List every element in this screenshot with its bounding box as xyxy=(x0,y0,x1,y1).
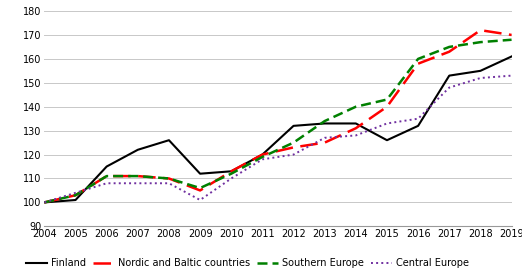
Nordic and Baltic countries xyxy=(197,189,203,192)
Central Europe xyxy=(166,182,172,185)
Central Europe xyxy=(508,74,515,77)
Southern Europe xyxy=(135,174,141,178)
Finland xyxy=(103,165,110,168)
Finland xyxy=(41,201,48,204)
Nordic and Baltic countries xyxy=(228,170,234,173)
Finland xyxy=(353,122,359,125)
Finland xyxy=(290,124,296,128)
Southern Europe xyxy=(73,193,79,197)
Southern Europe xyxy=(259,155,266,159)
Nordic and Baltic countries xyxy=(41,201,48,204)
Finland xyxy=(197,172,203,175)
Southern Europe xyxy=(415,57,421,60)
Finland xyxy=(415,124,421,128)
Southern Europe xyxy=(197,186,203,190)
Finland xyxy=(259,153,266,156)
Nordic and Baltic countries xyxy=(259,153,266,156)
Nordic and Baltic countries xyxy=(166,177,172,180)
Line: Central Europe: Central Europe xyxy=(44,76,512,202)
Nordic and Baltic countries xyxy=(73,193,79,197)
Nordic and Baltic countries xyxy=(415,62,421,65)
Central Europe xyxy=(446,86,453,89)
Southern Europe xyxy=(166,177,172,180)
Southern Europe xyxy=(477,41,483,44)
Central Europe xyxy=(197,198,203,202)
Finland xyxy=(446,74,453,77)
Central Europe xyxy=(322,136,328,139)
Nordic and Baltic countries xyxy=(135,174,141,178)
Finland xyxy=(135,148,141,152)
Central Europe xyxy=(384,122,390,125)
Nordic and Baltic countries xyxy=(322,141,328,144)
Southern Europe xyxy=(353,105,359,108)
Southern Europe xyxy=(103,174,110,178)
Nordic and Baltic countries xyxy=(477,28,483,32)
Legend: Finland, Nordic and Baltic countries, Southern Europe, Central Europe: Finland, Nordic and Baltic countries, So… xyxy=(26,258,469,268)
Finland xyxy=(508,55,515,58)
Southern Europe xyxy=(384,98,390,101)
Line: Finland: Finland xyxy=(44,57,512,202)
Central Europe xyxy=(228,177,234,180)
Line: Nordic and Baltic countries: Nordic and Baltic countries xyxy=(44,30,512,202)
Finland xyxy=(384,139,390,142)
Finland xyxy=(322,122,328,125)
Central Europe xyxy=(477,76,483,80)
Finland xyxy=(228,170,234,173)
Finland xyxy=(73,198,79,202)
Southern Europe xyxy=(508,38,515,41)
Nordic and Baltic countries xyxy=(446,50,453,53)
Southern Europe xyxy=(290,141,296,144)
Central Europe xyxy=(41,201,48,204)
Finland xyxy=(477,69,483,73)
Southern Europe xyxy=(228,172,234,175)
Central Europe xyxy=(135,182,141,185)
Central Europe xyxy=(290,153,296,156)
Central Europe xyxy=(259,158,266,161)
Central Europe xyxy=(415,117,421,120)
Southern Europe xyxy=(41,201,48,204)
Nordic and Baltic countries xyxy=(353,127,359,130)
Central Europe xyxy=(103,182,110,185)
Nordic and Baltic countries xyxy=(290,146,296,149)
Nordic and Baltic countries xyxy=(384,105,390,108)
Central Europe xyxy=(73,191,79,195)
Nordic and Baltic countries xyxy=(103,174,110,178)
Southern Europe xyxy=(322,120,328,123)
Finland xyxy=(166,139,172,142)
Southern Europe xyxy=(446,45,453,49)
Line: Southern Europe: Southern Europe xyxy=(44,40,512,202)
Central Europe xyxy=(353,134,359,137)
Nordic and Baltic countries xyxy=(508,33,515,37)
